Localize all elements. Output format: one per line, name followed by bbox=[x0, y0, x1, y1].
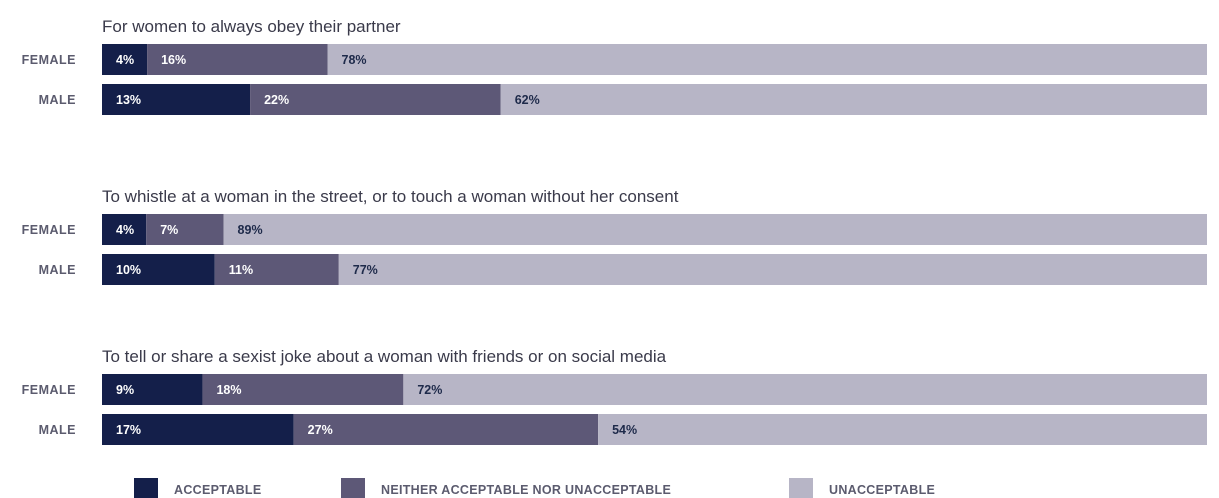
legend-swatch bbox=[789, 478, 813, 498]
row-label: MALE bbox=[39, 93, 76, 107]
question-group: For women to always obey their partner FE… bbox=[22, 17, 1208, 115]
data-label: 13% bbox=[116, 93, 141, 107]
question-group: To tell or share a sexist joke about a w… bbox=[22, 347, 1207, 445]
data-label: 54% bbox=[612, 423, 637, 437]
data-label: 18% bbox=[216, 383, 241, 397]
bar-segment-unacceptable bbox=[327, 44, 1207, 75]
data-label: 7% bbox=[160, 223, 178, 237]
data-label: 78% bbox=[342, 53, 367, 67]
row-label: FEMALE bbox=[22, 383, 76, 397]
bar-segment-acceptable bbox=[102, 254, 215, 285]
data-label: 10% bbox=[116, 263, 141, 277]
data-label: 11% bbox=[229, 263, 253, 277]
data-label: 4% bbox=[116, 53, 134, 67]
bar-segment-neither-acceptable-nor-unacceptable bbox=[202, 374, 404, 405]
data-label: 22% bbox=[264, 93, 289, 107]
data-label: 4% bbox=[116, 223, 134, 237]
question-group: To whistle at a woman in the street, or … bbox=[22, 187, 1208, 285]
legend-label: UNACCEPTABLE bbox=[829, 483, 935, 497]
bar-segment-neither-acceptable-nor-unacceptable bbox=[293, 414, 599, 445]
data-label: 89% bbox=[238, 223, 263, 237]
legend: ACCEPTABLE NEITHER ACCEPTABLE NOR UNACCEP… bbox=[134, 478, 935, 498]
bar-segment-unacceptable bbox=[403, 374, 1207, 405]
bar-segment-acceptable bbox=[102, 414, 294, 445]
bar-segment-acceptable bbox=[102, 44, 148, 75]
data-label: 16% bbox=[161, 53, 186, 67]
bar-segment-acceptable bbox=[102, 84, 251, 115]
data-label: 9% bbox=[116, 383, 134, 397]
legend-swatch bbox=[341, 478, 365, 498]
bar-segment-neither-acceptable-nor-unacceptable bbox=[147, 44, 328, 75]
question-title: For women to always obey their partner bbox=[102, 17, 401, 36]
bar-segment-acceptable bbox=[102, 214, 147, 245]
row-label: FEMALE bbox=[22, 53, 76, 67]
bar-segment-neither-acceptable-nor-unacceptable bbox=[146, 214, 224, 245]
data-label: 62% bbox=[515, 93, 540, 107]
bar-segment-acceptable bbox=[102, 374, 203, 405]
legend-swatch bbox=[134, 478, 158, 498]
question-title: To tell or share a sexist joke about a w… bbox=[102, 347, 667, 366]
data-label: 17% bbox=[116, 423, 141, 437]
bar-segment-unacceptable bbox=[500, 84, 1208, 115]
row-label: MALE bbox=[39, 263, 76, 277]
bar-segment-unacceptable bbox=[338, 254, 1207, 285]
bar-segment-neither-acceptable-nor-unacceptable bbox=[250, 84, 501, 115]
bar-segment-unacceptable bbox=[598, 414, 1207, 445]
bar-segment-unacceptable bbox=[223, 214, 1208, 245]
question-title: To whistle at a woman in the street, or … bbox=[102, 187, 679, 206]
bar-segment-neither-acceptable-nor-unacceptable bbox=[214, 254, 339, 285]
data-label: 72% bbox=[417, 383, 442, 397]
row-label: FEMALE bbox=[22, 223, 76, 237]
legend-label: NEITHER ACCEPTABLE NOR UNACCEPTABLE bbox=[381, 483, 671, 497]
data-label: 77% bbox=[353, 263, 378, 277]
row-label: MALE bbox=[39, 423, 76, 437]
legend-label: ACCEPTABLE bbox=[174, 483, 262, 497]
data-label: 27% bbox=[308, 423, 333, 437]
